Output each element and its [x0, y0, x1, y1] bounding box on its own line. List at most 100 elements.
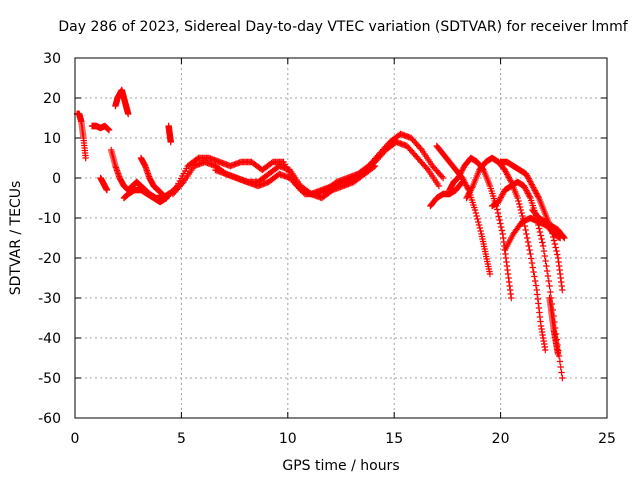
data-point [527, 250, 534, 258]
data-point [547, 288, 554, 296]
data-point [559, 374, 566, 382]
data-point [530, 268, 537, 276]
data-point [552, 244, 559, 251]
data-point [438, 173, 446, 180]
data-point [524, 234, 531, 242]
y-tick-label: 20 [43, 91, 61, 107]
y-tick-label: -20 [38, 251, 61, 267]
data-point [522, 226, 529, 234]
y-tick-label: 10 [43, 131, 61, 147]
data-point [542, 257, 549, 265]
data-point [494, 209, 502, 217]
data-point [539, 242, 547, 250]
x-tick-label: 20 [492, 431, 510, 447]
series-arc-15 [463, 154, 549, 354]
data-point [439, 174, 447, 182]
data-point [534, 193, 542, 200]
data-point [516, 203, 524, 211]
y-axis-label: SDTVAR / TECUs [8, 181, 24, 296]
data-point [82, 154, 89, 162]
data-point [417, 145, 424, 152]
y-tick-label: -30 [38, 291, 61, 307]
data-point [423, 165, 431, 172]
data-point [435, 182, 443, 190]
series-arc-12 [427, 178, 466, 210]
data-point [543, 262, 550, 270]
data-point [475, 218, 482, 226]
data-point [560, 233, 567, 241]
series-arc-1 [73, 110, 89, 162]
series-arc-2 [88, 122, 113, 134]
data-point [551, 240, 559, 248]
data-point [524, 238, 532, 246]
data-points [73, 86, 568, 382]
data-point [516, 200, 523, 208]
x-tick-label: 10 [279, 431, 297, 447]
data-point [543, 267, 551, 275]
data-point [471, 206, 479, 214]
data-point [497, 223, 505, 231]
data-point [554, 251, 561, 258]
data-point [167, 138, 174, 146]
data-point [518, 209, 525, 217]
y-tick-label: -50 [38, 371, 61, 387]
data-point [539, 239, 546, 246]
data-point [531, 277, 539, 285]
data-point [526, 246, 533, 254]
y-tick-label: -40 [38, 331, 61, 347]
series-arc-7 [120, 186, 170, 206]
data-point [537, 232, 544, 239]
data-point [532, 282, 540, 289]
data-point [474, 215, 481, 223]
data-point [517, 206, 525, 214]
series-arc-4 [112, 86, 132, 118]
data-point [526, 193, 533, 200]
series-arc-20 [546, 294, 562, 358]
data-point [514, 194, 521, 202]
data-point [561, 234, 568, 242]
data-point [178, 180, 186, 187]
series-arc-14 [446, 154, 515, 302]
data-point [523, 230, 530, 238]
series-arc-19 [529, 206, 568, 242]
data-point [535, 225, 543, 232]
data-point [558, 369, 565, 376]
data-point [536, 228, 544, 236]
data-point [486, 270, 494, 278]
data-point [125, 110, 132, 118]
x-axis-label: GPS time / hours [282, 458, 399, 474]
x-tick-label: 15 [385, 431, 403, 447]
series-arc-8 [137, 154, 166, 198]
series-arc-3 [97, 174, 111, 194]
data-point [542, 346, 549, 354]
data-point [538, 235, 545, 243]
data-point [553, 247, 560, 255]
data-point [556, 358, 564, 365]
data-point [507, 177, 514, 184]
data-point [105, 126, 113, 134]
data-point [496, 216, 503, 224]
axis-ticks [74, 57, 608, 419]
series-arc-11 [212, 138, 443, 198]
tick-labels: 0 5 10 15 20 25 30 20 10 0 -10 -20 -30 -40 -50 -60 [38, 51, 616, 447]
data-point [525, 242, 532, 250]
data-point [497, 220, 504, 227]
y-tick-label: -10 [38, 211, 61, 227]
x-tick-label: 25 [598, 431, 616, 447]
x-tick-label: 5 [177, 431, 186, 447]
data-point [472, 209, 480, 217]
data-point [477, 227, 484, 235]
data-point [550, 237, 558, 244]
y-tick-label: 0 [52, 171, 61, 187]
data-point [476, 224, 484, 232]
data-point [473, 212, 480, 220]
data-point [557, 363, 564, 371]
series-arc-5 [165, 122, 174, 146]
data-point [498, 227, 506, 234]
data-point [519, 212, 526, 220]
data-point [545, 277, 552, 285]
data-point [468, 184, 476, 191]
data-point [541, 252, 548, 260]
data-point [529, 264, 536, 271]
